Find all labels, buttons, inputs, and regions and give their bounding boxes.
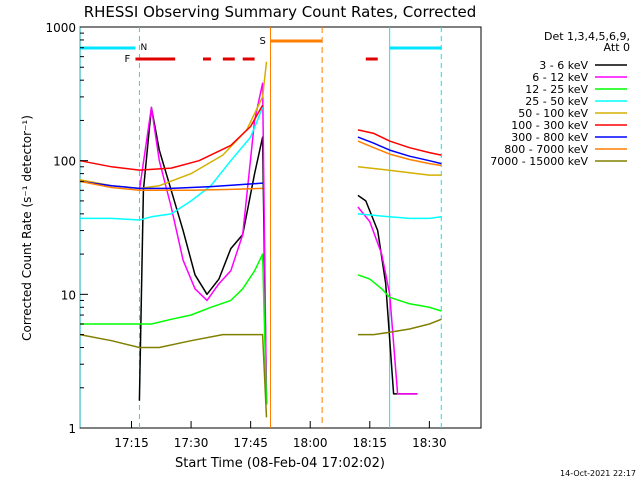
series-line-7000-15000-kev bbox=[357, 318, 442, 336]
series-100-300-kev bbox=[79, 104, 442, 171]
night-marker-label: N bbox=[140, 43, 147, 53]
series-line-300-800-kev bbox=[79, 180, 263, 190]
x-axis-label: Start Time (08-Feb-04 17:02:02) bbox=[175, 456, 385, 471]
x-tick-label: 17:15 bbox=[114, 436, 149, 450]
series-12-25-kev bbox=[79, 253, 442, 405]
y-tick-label: 1 bbox=[68, 422, 76, 436]
series-line-100-300-kev bbox=[79, 104, 264, 171]
x-tick-label: 18:15 bbox=[352, 436, 387, 450]
series-line-12-25-kev bbox=[357, 274, 442, 312]
series-line-25-50-kev bbox=[357, 213, 442, 220]
series-300-800-kev bbox=[79, 136, 442, 190]
y-axis-label: Corrected Count Rate (s⁻¹ detector⁻¹) bbox=[20, 115, 34, 341]
series-25-50-kev bbox=[79, 107, 442, 221]
x-tick-label: 18:30 bbox=[412, 436, 447, 450]
legend-header-line-1: Det 1,3,4,5,6,9, bbox=[544, 30, 630, 43]
legend-entry-label: 25 - 50 keV bbox=[525, 95, 588, 108]
legend-entry-label: 800 - 7000 keV bbox=[504, 143, 588, 156]
series-line-800-7000-kev bbox=[79, 180, 263, 192]
series-7000-15000-kev bbox=[79, 318, 442, 418]
x-tick-label: 18:00 bbox=[293, 436, 328, 450]
legend-entry-label: 7000 - 15000 keV bbox=[490, 155, 588, 168]
series-800-7000-kev bbox=[79, 140, 442, 192]
series-line-100-300-kev bbox=[357, 129, 442, 156]
annotation-layer: NF S bbox=[79, 27, 442, 428]
series-line-25-50-kev bbox=[79, 107, 264, 221]
saa-marker-label: S bbox=[260, 36, 266, 47]
series-line-6-12-kev bbox=[138, 82, 268, 405]
series-3-6-kev bbox=[138, 106, 418, 405]
x-tick-label: 17:45 bbox=[233, 436, 268, 450]
series-6-12-kev bbox=[138, 82, 418, 405]
y-tick-label: 1000 bbox=[45, 21, 76, 35]
x-tick-label: 17:30 bbox=[174, 436, 209, 450]
series-line-50-100-kev bbox=[357, 166, 442, 176]
series-line-7000-15000-kev bbox=[79, 333, 268, 418]
legend-entry-label: 6 - 12 keV bbox=[532, 71, 588, 84]
chart-title: RHESSI Observing Summary Count Rates, Co… bbox=[84, 3, 477, 21]
legend-entry-label: 300 - 800 keV bbox=[511, 131, 588, 144]
y-tick-label: 10 bbox=[61, 288, 76, 302]
legend-entry-label: 50 - 100 keV bbox=[518, 107, 588, 120]
legend-entry-label: 12 - 25 keV bbox=[525, 83, 588, 96]
y-tick-label: 100 bbox=[53, 155, 76, 169]
series-line-50-100-kev bbox=[79, 61, 268, 190]
axis-layer: 17:15 17:30 17:45 18:00 18:15 18:30 1 10 100 1000 bbox=[45, 21, 446, 450]
legend-entry-label: 100 - 300 keV bbox=[511, 119, 588, 132]
series-line-800-7000-kev bbox=[357, 140, 442, 167]
legend-entry-label: 3 - 6 keV bbox=[539, 59, 588, 72]
series-line-12-25-kev bbox=[79, 253, 268, 405]
legend-header-line-2: Att 0 bbox=[604, 41, 630, 54]
series-line-300-800-kev bbox=[357, 136, 442, 165]
series-layer bbox=[79, 61, 442, 418]
series-line-6-12-kev bbox=[357, 206, 418, 395]
timestamp: 14-Oct-2021 22:17 bbox=[560, 469, 636, 478]
flare-marker-label: F bbox=[124, 54, 130, 65]
